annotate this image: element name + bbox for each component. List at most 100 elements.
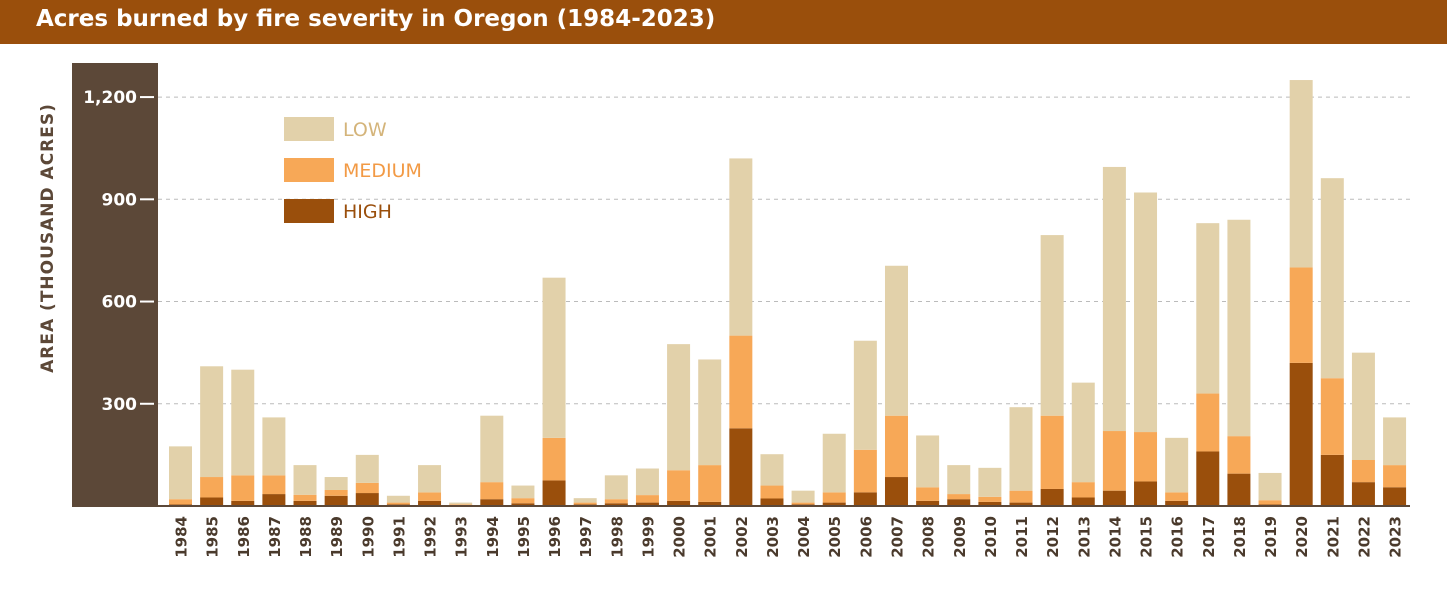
bar-medium [1289, 267, 1313, 363]
legend-label-high: HIGH [343, 201, 392, 223]
bar-medium [978, 496, 1002, 502]
bar-low [511, 485, 535, 499]
bar-low [822, 433, 846, 493]
x-tick-label: 2012 [1044, 516, 1062, 558]
legend: LOW MEDIUM HIGH [284, 117, 422, 223]
bar-low [1165, 437, 1189, 493]
x-tick-labels: 1984 1985 1986 1987 1988 1989 1990 1991 1992 1993… [173, 516, 1405, 558]
bar-medium [853, 449, 877, 493]
bar-low [1258, 472, 1282, 501]
bar-low [853, 340, 877, 450]
bar-low [200, 366, 224, 478]
x-tick-label: 2010 [982, 516, 1000, 558]
bar-low [418, 465, 442, 493]
bar-medium [1227, 436, 1251, 474]
bar-medium [262, 475, 286, 495]
x-tick-label: 2008 [920, 516, 938, 558]
bar-high [542, 480, 566, 506]
bar-low [449, 502, 473, 505]
bar-high [1227, 473, 1251, 506]
bar-medium [169, 499, 192, 505]
x-tick-label: 2015 [1138, 516, 1156, 558]
x-tick-label: 2019 [1262, 516, 1280, 558]
x-tick-label: 2018 [1231, 516, 1249, 558]
x-tick-label: 2022 [1355, 516, 1373, 558]
bar-low [573, 498, 597, 503]
bar-medium [916, 487, 940, 501]
bar-low [791, 490, 815, 503]
x-tick-label: 1993 [453, 516, 471, 558]
bar-high [853, 492, 877, 506]
x-tick-label: 1990 [359, 516, 377, 558]
bar-low [480, 415, 504, 483]
bar-low [1227, 219, 1251, 437]
bar-medium [386, 502, 410, 505]
x-tick-label: 2002 [733, 516, 751, 558]
x-tick-label: 1992 [422, 516, 440, 558]
bar-high [480, 499, 504, 506]
bar-low [1196, 223, 1220, 394]
x-tick-label: 1991 [390, 516, 408, 558]
y-axis-panel [72, 63, 158, 506]
bar-low [1040, 235, 1064, 416]
chart-title: Acres burned by fire severity in Oregon … [36, 6, 716, 32]
legend-swatch-low [284, 117, 334, 141]
bar-high [293, 500, 317, 506]
bar-low [293, 465, 317, 495]
bar-high [1134, 481, 1158, 506]
x-tick-label: 2007 [888, 516, 906, 558]
bars [169, 80, 1407, 506]
bar-low [355, 454, 379, 483]
bar-medium [1351, 459, 1375, 483]
bar-high [667, 500, 691, 506]
bar-medium [1165, 492, 1189, 501]
bar-low [884, 265, 908, 416]
x-tick-label: 2014 [1106, 516, 1124, 558]
x-tick-label: 1996 [546, 516, 564, 558]
bar-high [978, 501, 1002, 506]
bar-medium [293, 494, 317, 501]
x-tick-label: 2005 [826, 516, 844, 558]
bar-medium [635, 495, 659, 503]
bar-medium [1071, 482, 1095, 498]
x-tick-label: 2021 [1324, 516, 1342, 558]
bar-high [418, 500, 442, 506]
bar-low [698, 359, 722, 466]
x-tick-label: 2016 [1169, 516, 1187, 558]
bar-high [1040, 488, 1064, 506]
bar-high [916, 500, 940, 506]
bar-high [262, 494, 286, 506]
bar-high [729, 428, 753, 506]
x-tick-label: 1997 [577, 516, 595, 558]
bar-high [1196, 451, 1220, 506]
y-tick-label: 900 [102, 190, 138, 210]
bar-high [200, 497, 224, 506]
bar-low [386, 495, 410, 503]
bar-low [916, 435, 940, 488]
bar-low [667, 344, 691, 471]
bar-medium [1040, 415, 1064, 489]
x-tick-label: 2017 [1200, 516, 1218, 558]
gridlines [158, 96, 1410, 405]
bar-medium [1196, 393, 1220, 452]
x-tick-label: 2023 [1387, 516, 1405, 558]
bar-medium [884, 415, 908, 478]
bar-high [635, 502, 659, 506]
bar-medium [760, 485, 784, 499]
bar-medium [698, 465, 722, 502]
bar-medium [667, 470, 691, 501]
y-tick-label: 600 [102, 293, 138, 313]
bar-low [1320, 178, 1344, 379]
x-tick-label: 2003 [764, 516, 782, 558]
x-tick-label: 2009 [951, 516, 969, 558]
bar-high [1009, 502, 1033, 506]
bar-medium [1102, 431, 1126, 491]
bar-medium [418, 492, 442, 501]
x-tick-label: 1995 [515, 516, 533, 558]
bar-high [947, 499, 971, 506]
bar-low [729, 158, 753, 336]
bar-high [1351, 482, 1375, 506]
bar-medium [355, 482, 379, 494]
bar-low [231, 369, 255, 476]
